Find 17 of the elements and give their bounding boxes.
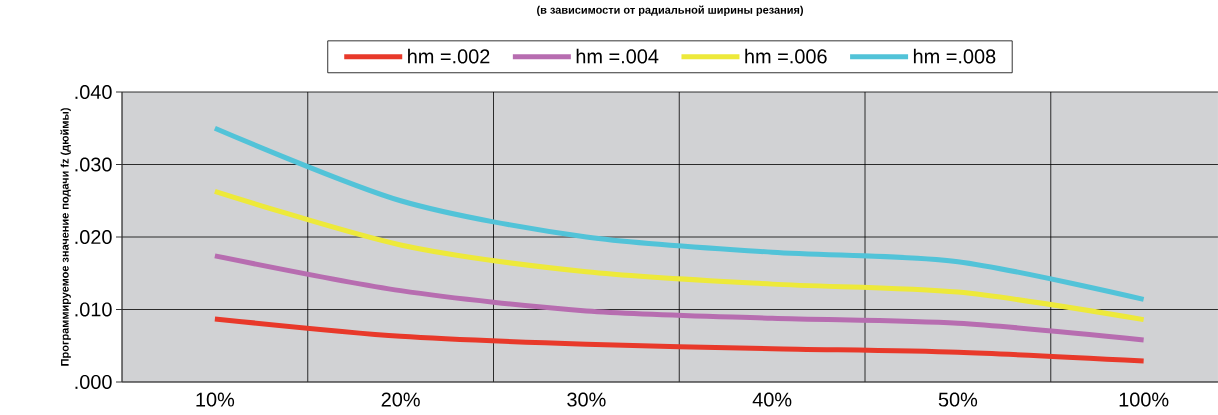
x-tick-label: 50% (938, 392, 978, 407)
legend-label: hm =.004 (576, 48, 659, 64)
x-tick-label: 40% (752, 392, 792, 407)
y-tick-label: .000 (75, 374, 112, 390)
y-tick-label: .010 (75, 302, 112, 317)
x-tick-label: 10% (196, 392, 235, 407)
legend-label: hm =.008 (913, 48, 996, 64)
legend-label: hm =.002 (408, 48, 490, 64)
chart-title: (в зависимости от радиальной ширины резания) (537, 5, 803, 16)
y-tick-label: .020 (75, 229, 112, 245)
x-tick-label: 30% (567, 392, 606, 407)
legend-label: hm =.006 (745, 48, 827, 64)
y-tick-label: .040 (75, 84, 112, 100)
x-tick-label: 20% (381, 392, 420, 407)
y-axis-title: Программируемое значение подачи fz (дюймы) (60, 108, 71, 366)
y-tick-label: .030 (75, 157, 112, 172)
x-tick-label: 100% (1119, 392, 1169, 407)
